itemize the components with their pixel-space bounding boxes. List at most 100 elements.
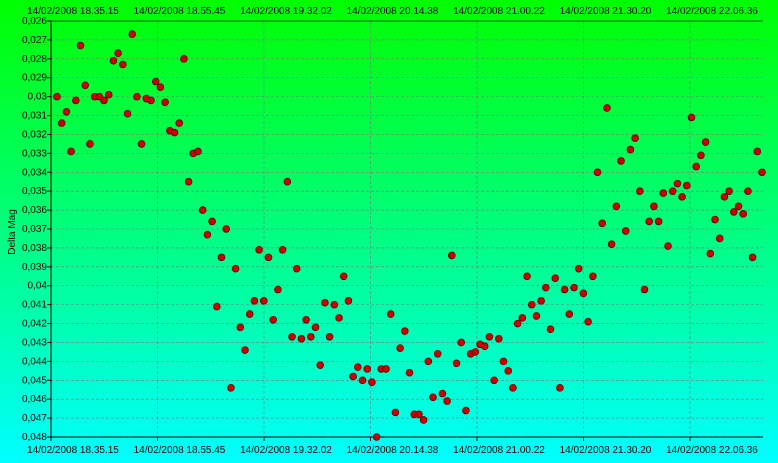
- data-point: [368, 378, 376, 386]
- x-tick-label-bottom: 14/02/2008 21.30.20: [560, 445, 652, 456]
- x-tick-label-bottom: 14/02/2008 21.00.22: [453, 445, 545, 456]
- x-tick-label-top: 14/02/2008 18.35.15: [27, 6, 119, 17]
- data-point: [292, 264, 301, 273]
- data-point: [311, 323, 320, 332]
- axes: [47, 20, 763, 441]
- x-tick-label-top: 14/02/2008 20.14.38: [347, 6, 439, 17]
- data-point: [213, 302, 221, 311]
- data-point: [321, 298, 329, 307]
- data-point: [734, 202, 743, 211]
- data-point: [325, 332, 334, 341]
- data-point: [339, 272, 348, 281]
- data-point: [438, 389, 447, 398]
- data-point: [382, 365, 390, 373]
- data-point: [556, 384, 564, 392]
- x-tick-label-top: 14/02/2008 21.00.22: [453, 6, 545, 17]
- data-point: [588, 272, 597, 281]
- data-point: [579, 289, 588, 298]
- data-point: [151, 77, 160, 86]
- data-point: [245, 310, 254, 318]
- data-point: [100, 96, 108, 105]
- data-point: [170, 128, 179, 137]
- data-point: [687, 113, 696, 122]
- data-point: [532, 312, 541, 320]
- x-tick-label-top: 14/02/2008 19.32.02: [240, 6, 332, 17]
- y-tick-label: 0,038: [22, 243, 47, 254]
- data-point: [725, 187, 733, 195]
- data-point: [405, 368, 414, 377]
- data-point: [621, 227, 630, 235]
- data-point: [701, 138, 710, 146]
- data-point: [659, 189, 668, 197]
- data-point: [372, 433, 381, 441]
- data-point: [344, 297, 353, 305]
- data-point: [335, 314, 343, 322]
- x-tick-label-bottom: 14/02/2008 22.06.36: [666, 445, 758, 456]
- data-point: [62, 107, 71, 116]
- data-point: [400, 327, 409, 335]
- data-point: [274, 285, 282, 294]
- x-tick-label-top: 14/02/2008 22.06.36: [666, 6, 758, 17]
- data-point: [259, 297, 268, 305]
- y-tick-label: 0,046: [22, 394, 47, 405]
- x-tick-label-bottom: 14/02/2008 18.35.15: [27, 445, 119, 456]
- data-point: [72, 96, 80, 105]
- data-point: [433, 349, 442, 358]
- y-tick-label: 0,033: [22, 148, 47, 159]
- data-point: [255, 246, 263, 254]
- data-point: [208, 217, 216, 226]
- y-tick-label: 0,042: [22, 319, 47, 330]
- data-point: [541, 283, 550, 292]
- y-tick-label: 0,031: [22, 111, 47, 122]
- y-tick-label: 0,03: [28, 92, 48, 103]
- data-point: [744, 187, 752, 195]
- data-point: [104, 90, 113, 99]
- data-point: [203, 230, 212, 239]
- data-point: [565, 310, 574, 318]
- data-point: [603, 104, 611, 112]
- data-point: [86, 140, 94, 148]
- data-point: [415, 410, 423, 419]
- data-point: [264, 253, 273, 262]
- y-tick-label: 0,026: [22, 16, 47, 27]
- data-point: [447, 251, 456, 260]
- data-point: [288, 332, 296, 341]
- data-point: [523, 272, 531, 281]
- y-tick-label: 0,044: [22, 356, 47, 367]
- data-point: [57, 119, 66, 127]
- data-point: [222, 225, 231, 233]
- data-point: [452, 359, 461, 368]
- y-tick-label: 0,04: [28, 281, 48, 292]
- data-point: [419, 416, 428, 424]
- data-point: [720, 193, 729, 201]
- y-tick-label: 0,047: [22, 413, 47, 424]
- data-point: [175, 119, 184, 127]
- data-point: [645, 217, 653, 226]
- data-point: [283, 177, 292, 186]
- data-point: [513, 319, 522, 328]
- data-point: [692, 162, 700, 171]
- data-point: [109, 56, 118, 65]
- x-tick-label-bottom: 14/02/2008 19.32.02: [240, 445, 332, 456]
- data-point: [471, 348, 480, 356]
- data-point: [668, 187, 677, 195]
- data-point: [241, 346, 249, 354]
- data-point: [546, 325, 555, 334]
- data-point: [574, 264, 583, 273]
- data-point: [353, 363, 362, 371]
- data-point: [128, 30, 137, 39]
- data-point: [551, 274, 559, 282]
- data-point: [156, 83, 165, 91]
- data-points: [53, 30, 766, 441]
- data-point: [758, 168, 766, 177]
- data-point: [119, 60, 127, 69]
- data-point: [537, 297, 545, 305]
- data-point: [560, 285, 569, 294]
- data-point: [114, 49, 122, 57]
- data-point: [480, 342, 489, 351]
- data-point: [297, 334, 306, 343]
- data-point: [137, 140, 146, 148]
- data-point: [302, 315, 310, 324]
- data-point: [635, 187, 644, 195]
